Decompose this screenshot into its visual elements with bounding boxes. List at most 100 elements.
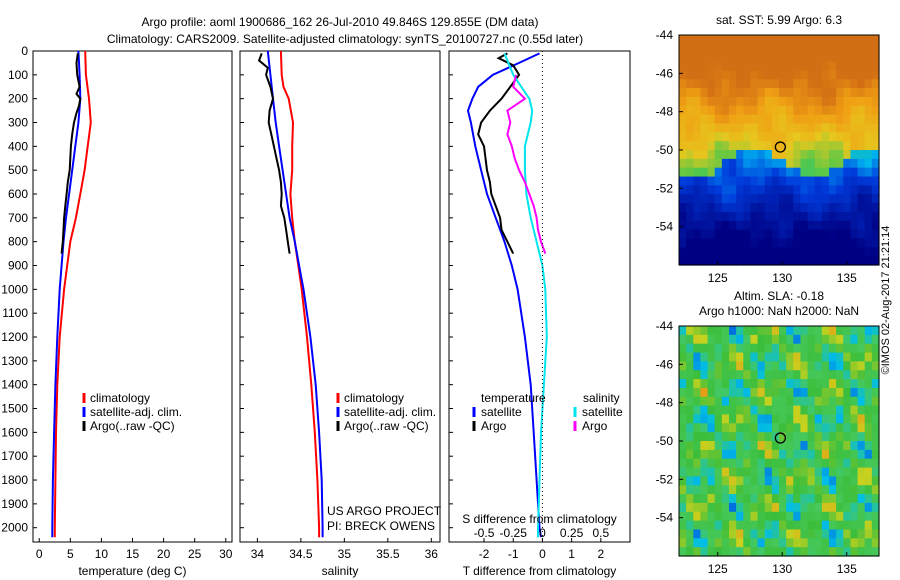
- map-cell: [843, 35, 852, 45]
- map-cell: [679, 158, 687, 169]
- map-cell: [721, 194, 730, 204]
- map-cell: [700, 467, 709, 477]
- map-cell: [686, 511, 694, 522]
- map-cell: [864, 88, 873, 98]
- map-cell: [779, 467, 787, 477]
- map-cell: [800, 432, 809, 442]
- map-cell: [764, 70, 773, 80]
- legend-title-salinity: salinity: [583, 391, 620, 405]
- map-cell: [764, 334, 773, 345]
- map-cell: [843, 476, 852, 486]
- map-cell: [700, 547, 709, 557]
- map-cell: [829, 185, 837, 195]
- map-cell: [786, 502, 794, 513]
- map-cell: [857, 167, 866, 178]
- map-cell: [800, 529, 809, 539]
- series-line: [279, 50, 321, 538]
- map-cell: [721, 458, 730, 469]
- map-cell: [843, 494, 852, 504]
- map-cell: [714, 211, 723, 222]
- map-cell: [721, 326, 730, 336]
- map-cell: [807, 247, 816, 257]
- map-cell: [864, 520, 873, 531]
- map-cell: [779, 203, 787, 213]
- map-cell: [736, 396, 744, 407]
- map-cell: [693, 494, 702, 504]
- map-cell: [714, 167, 723, 178]
- map-cell: [743, 343, 752, 354]
- map-cell: [693, 520, 702, 531]
- map-cell: [857, 105, 866, 116]
- map-cell: [757, 176, 766, 186]
- map-cell: [800, 158, 809, 169]
- map-cell: [693, 114, 702, 125]
- map-cell: [829, 211, 837, 222]
- map-cell: [779, 361, 787, 371]
- map-cell: [836, 458, 844, 469]
- map-cell: [864, 256, 873, 266]
- map-cell: [750, 211, 759, 222]
- map-cell: [757, 494, 766, 504]
- map-cell: [829, 132, 837, 142]
- map-cell: [786, 194, 794, 204]
- map-cell: [686, 547, 694, 557]
- map-cell: [821, 88, 830, 98]
- map-cell: [700, 432, 709, 442]
- map-cell: [679, 538, 687, 548]
- map-cell: [821, 256, 830, 266]
- map-cell: [814, 326, 823, 336]
- map-cell: [779, 194, 787, 204]
- plot-frame: [448, 50, 631, 543]
- map-cell: [771, 220, 780, 231]
- map-cell: [814, 520, 823, 531]
- map-cell: [771, 70, 780, 80]
- x-tick-label: 130: [772, 562, 792, 576]
- map-cell: [836, 467, 844, 477]
- map-cell: [700, 79, 709, 89]
- map-cell: [700, 423, 709, 433]
- map-cell: [714, 379, 723, 389]
- map-cell: [714, 511, 723, 522]
- map-cell: [721, 88, 730, 98]
- map-cell: [729, 105, 737, 116]
- map-cell: [764, 105, 773, 116]
- map-cell: [707, 449, 716, 460]
- map-cell: [850, 229, 859, 240]
- map-cell: [871, 370, 880, 380]
- map-cell: [721, 150, 730, 160]
- map-cell: [736, 432, 744, 442]
- map-cell: [850, 494, 859, 504]
- map-cell: [829, 194, 837, 204]
- map-cell: [707, 105, 716, 116]
- map-cell: [871, 158, 880, 169]
- map-cell: [764, 370, 773, 380]
- map-cell: [729, 326, 737, 336]
- map-cell: [843, 52, 852, 63]
- map-cell: [700, 485, 709, 495]
- map-cell: [757, 167, 766, 178]
- map-cell: [786, 247, 794, 257]
- map-cell: [700, 441, 709, 451]
- legend-label: Argo(..raw -QC): [344, 419, 429, 433]
- map-cell: [800, 203, 809, 213]
- map-cell: [843, 379, 852, 389]
- map-cell: [779, 476, 787, 486]
- map-cell: [721, 405, 730, 416]
- map-cell: [821, 141, 830, 151]
- map-cell: [764, 220, 773, 231]
- map-cell: [786, 379, 794, 389]
- map-cell: [736, 194, 744, 204]
- map-cell: [707, 185, 716, 195]
- map-cell: [714, 361, 723, 371]
- map-cell: [743, 379, 752, 389]
- series-line: [506, 74, 547, 254]
- map-cell: [807, 423, 816, 433]
- map-cell: [771, 449, 780, 460]
- map-cell: [679, 88, 687, 98]
- map-cell: [693, 220, 702, 231]
- map-cell: [829, 334, 837, 345]
- map-cell: [679, 502, 687, 513]
- map-cell: [779, 185, 787, 195]
- map-cell: [786, 432, 794, 442]
- map-cell: [757, 361, 766, 371]
